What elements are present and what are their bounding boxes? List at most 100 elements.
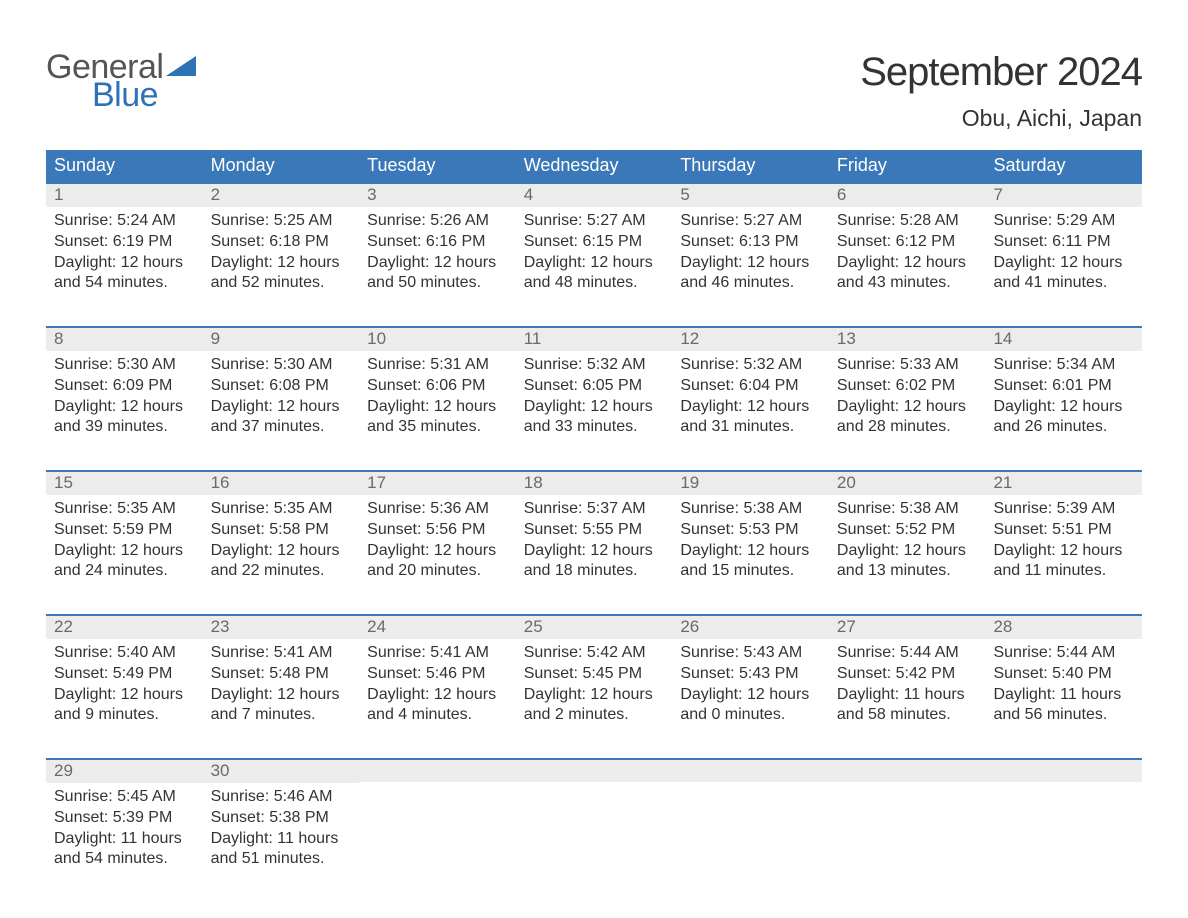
day-dl2: and 48 minutes. [524,273,665,294]
location-label: Obu, Aichi, Japan [860,105,1142,132]
day-number: 5 [680,185,689,204]
day-number-row: 2 [203,184,360,207]
day-number-row [829,760,986,782]
calendar-day: 23Sunrise: 5:41 AMSunset: 5:48 PMDayligh… [203,616,360,734]
day-sunrise: Sunrise: 5:38 AM [680,499,821,520]
day-number-row: 30 [203,760,360,783]
day-sunrise: Sunrise: 5:46 AM [211,787,352,808]
day-dl2: and 56 minutes. [993,705,1134,726]
calendar-day: 3Sunrise: 5:26 AMSunset: 6:16 PMDaylight… [359,184,516,302]
day-number-row: 21 [985,472,1142,495]
calendar-day [516,760,673,878]
day-sunset: Sunset: 6:11 PM [993,232,1134,253]
calendar-day: 29Sunrise: 5:45 AMSunset: 5:39 PMDayligh… [46,760,203,878]
day-body: Sunrise: 5:40 AMSunset: 5:49 PMDaylight:… [46,639,203,730]
day-sunset: Sunset: 5:55 PM [524,520,665,541]
day-number: 15 [54,473,73,492]
day-number-row: 27 [829,616,986,639]
day-dl2: and 9 minutes. [54,705,195,726]
day-sunrise: Sunrise: 5:30 AM [54,355,195,376]
day-number: 1 [54,185,63,204]
day-number: 30 [211,761,230,780]
day-body [672,782,829,790]
day-body: Sunrise: 5:42 AMSunset: 5:45 PMDaylight:… [516,639,673,730]
day-dl1: Daylight: 12 hours [524,397,665,418]
day-sunrise: Sunrise: 5:35 AM [211,499,352,520]
day-number: 11 [524,329,542,348]
calendar-day: 26 Sunrise: 5:43 AMSunset: 5:43 PMDayligh… [672,616,829,734]
day-number: 12 [680,329,699,348]
day-body: Sunrise: 5:32 AMSunset: 6:05 PMDaylight:… [516,351,673,442]
day-sunset: Sunset: 5:51 PM [993,520,1134,541]
day-number-row: 15 [46,472,203,495]
day-sunset: Sunset: 6:18 PM [211,232,352,253]
day-body: Sunrise: 5:32 AMSunset: 6:04 PMDaylight:… [672,351,829,442]
day-sunset: Sunset: 5:58 PM [211,520,352,541]
day-number-row: 10 [359,328,516,351]
day-body: Sunrise: 5:38 AMSunset: 5:53 PMDaylight:… [672,495,829,586]
weekday-header: Monday [203,150,360,182]
day-dl1: Daylight: 12 hours [211,685,352,706]
day-dl2: and 35 minutes. [367,417,508,438]
day-number: 7 [993,185,1002,204]
day-dl2: and 31 minutes. [680,417,821,438]
day-dl1: Daylight: 12 hours [680,253,821,274]
day-body: Sunrise: 5:27 AMSunset: 6:13 PMDaylight:… [672,207,829,298]
day-dl2: and 41 minutes. [993,273,1134,294]
day-sunrise: Sunrise: 5:40 AM [54,643,195,664]
day-body: Sunrise: 5:34 AMSunset: 6:01 PMDaylight:… [985,351,1142,442]
calendar-day: 8Sunrise: 5:30 AMSunset: 6:09 PMDaylight… [46,328,203,446]
day-number: 26 [680,617,699,636]
day-sunrise: Sunrise: 5:42 AM [524,643,665,664]
day-dl1: Daylight: 12 hours [680,397,821,418]
day-body: Sunrise: 5:41 AMSunset: 5:48 PMDaylight:… [203,639,360,730]
day-number-row: 19 [672,472,829,495]
day-body [829,782,986,790]
day-sunset: Sunset: 5:56 PM [367,520,508,541]
day-dl1: Daylight: 11 hours [211,829,352,850]
day-body: Sunrise: 5:39 AMSunset: 5:51 PMDaylight:… [985,495,1142,586]
day-dl1: Daylight: 12 hours [680,685,821,706]
day-sunset: Sunset: 5:43 PM [680,664,821,685]
day-number-row: 22 [46,616,203,639]
calendar-day: 21Sunrise: 5:39 AMSunset: 5:51 PMDayligh… [985,472,1142,590]
day-sunrise: Sunrise: 5:37 AM [524,499,665,520]
day-sunrise: Sunrise: 5:27 AM [524,211,665,232]
calendar-day: 18Sunrise: 5:37 AMSunset: 5:55 PMDayligh… [516,472,673,590]
day-sunrise: Sunrise: 5:43 AM [680,643,821,664]
day-number: 17 [367,473,386,492]
day-number: 3 [367,185,376,204]
day-number: 22 [54,617,73,636]
day-sunrise: Sunrise: 5:25 AM [211,211,352,232]
day-sunrise: Sunrise: 5:28 AM [837,211,978,232]
day-number-row: 18 [516,472,673,495]
day-number-row: 29 [46,760,203,783]
day-dl2: and 2 minutes. [524,705,665,726]
weekday-header: Friday [829,150,986,182]
day-sunrise: Sunrise: 5:33 AM [837,355,978,376]
calendar-day: 9Sunrise: 5:30 AMSunset: 6:08 PMDaylight… [203,328,360,446]
calendar-day: 24Sunrise: 5:41 AMSunset: 5:46 PMDayligh… [359,616,516,734]
day-sunset: Sunset: 5:48 PM [211,664,352,685]
day-dl1: Daylight: 12 hours [993,541,1134,562]
calendar: Sunday Monday Tuesday Wednesday Thursday… [46,150,1142,878]
day-dl1: Daylight: 12 hours [367,397,508,418]
day-number: 13 [837,329,856,348]
day-dl1: Daylight: 12 hours [54,253,195,274]
calendar-day: 13Sunrise: 5:33 AMSunset: 6:02 PMDayligh… [829,328,986,446]
day-dl2: and 37 minutes. [211,417,352,438]
day-dl1: Daylight: 12 hours [367,253,508,274]
day-dl1: Daylight: 12 hours [367,541,508,562]
day-body: Sunrise: 5:25 AMSunset: 6:18 PMDaylight:… [203,207,360,298]
day-body: Sunrise: 5:27 AMSunset: 6:15 PMDaylight:… [516,207,673,298]
day-dl2: and 22 minutes. [211,561,352,582]
weekday-header: Saturday [985,150,1142,182]
day-sunrise: Sunrise: 5:44 AM [993,643,1134,664]
day-sunrise: Sunrise: 5:41 AM [367,643,508,664]
day-sunset: Sunset: 6:02 PM [837,376,978,397]
brand-logo: General Blue [46,50,196,112]
day-number-row: 8 [46,328,203,351]
day-number: 28 [993,617,1012,636]
day-number-row: 9 [203,328,360,351]
day-number: 29 [54,761,73,780]
